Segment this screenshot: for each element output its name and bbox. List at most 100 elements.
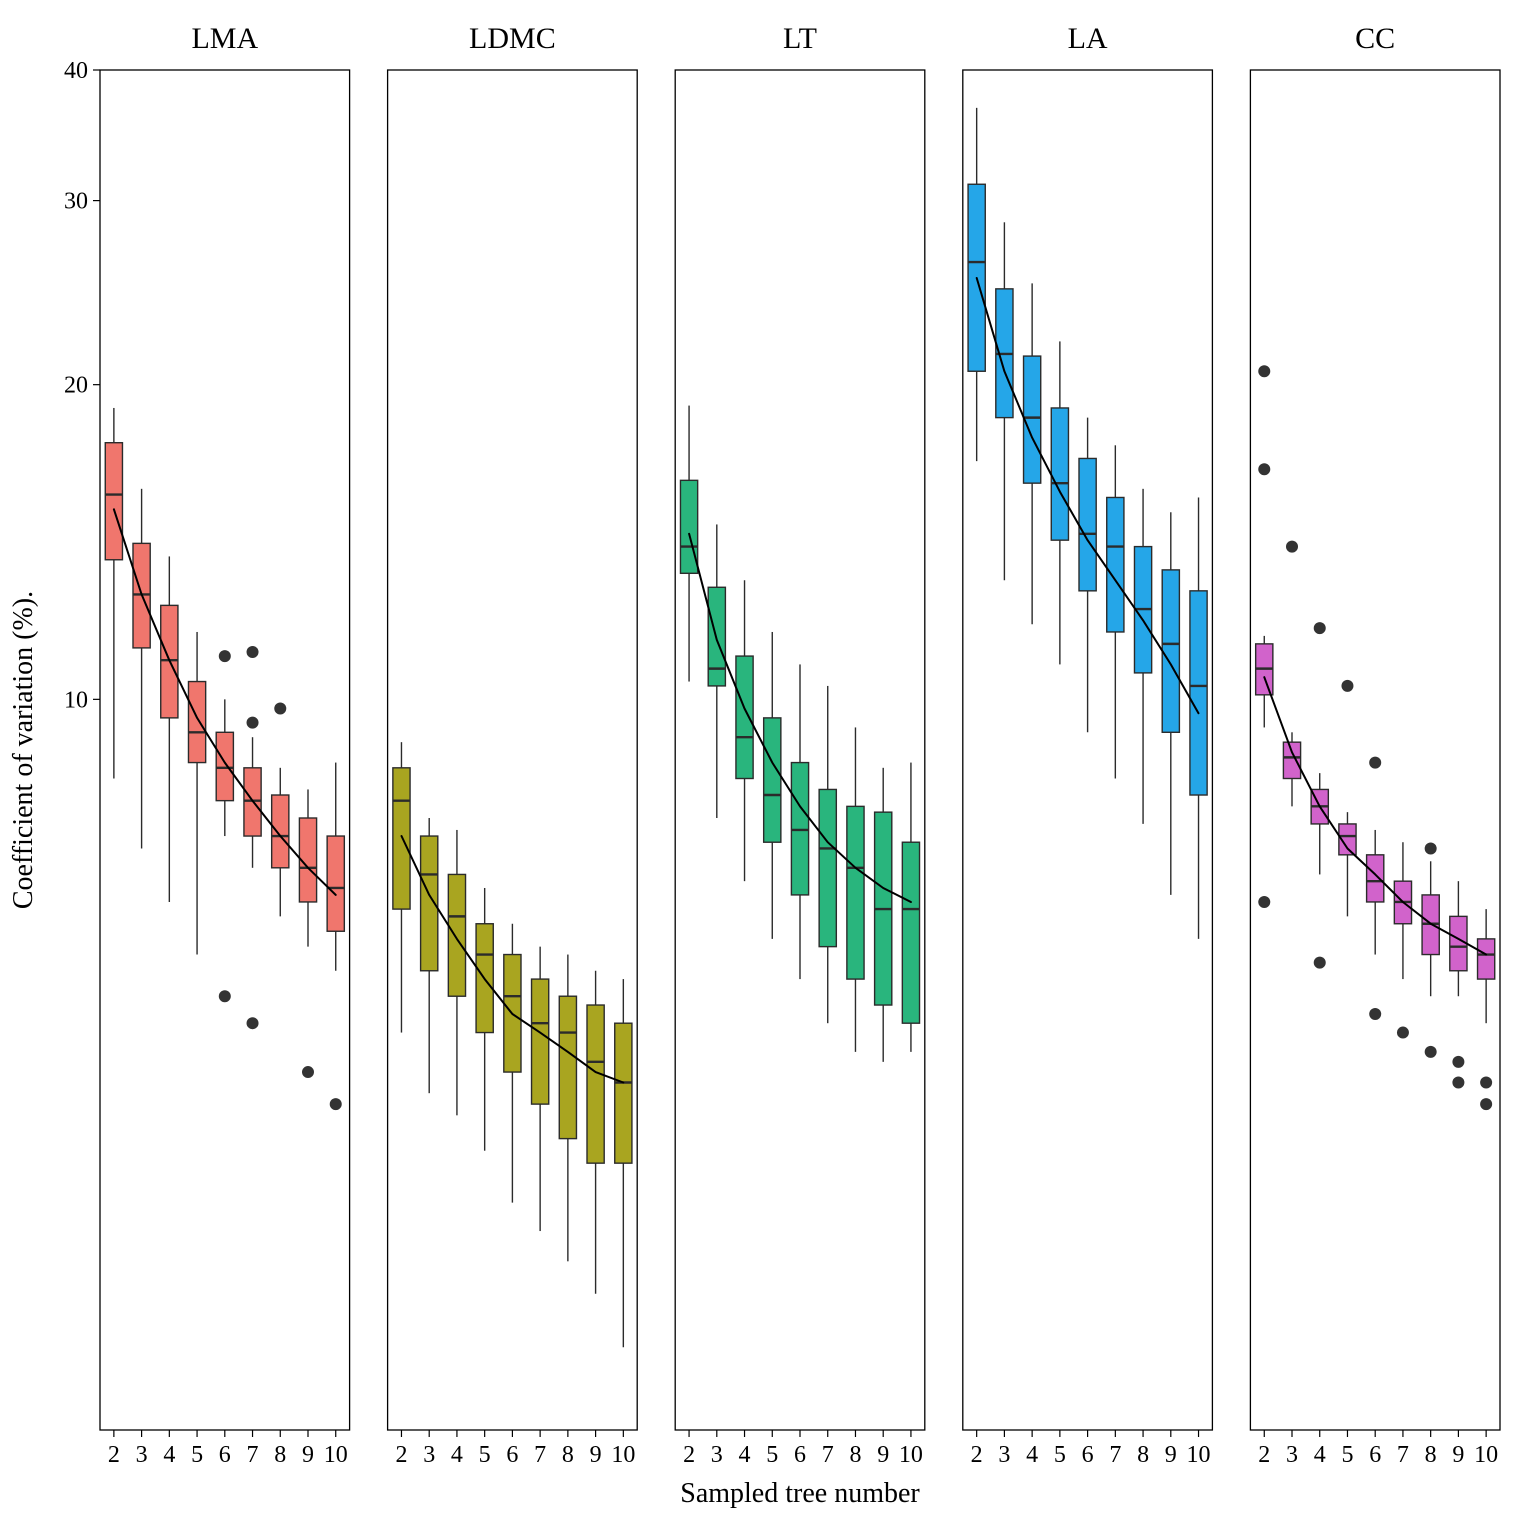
facet-LDMC: LDMC2345678910 (388, 22, 638, 1468)
x-tick-label: 7 (1397, 1442, 1409, 1468)
x-tick-label: 4 (1026, 1442, 1038, 1468)
facet-title: LT (783, 22, 817, 55)
box (1478, 939, 1495, 979)
facet-title: LDMC (469, 22, 556, 55)
x-tick-label: 2 (971, 1442, 983, 1468)
x-tick-label: 6 (794, 1442, 806, 1468)
x-tick-label: 3 (998, 1442, 1010, 1468)
facet-LMA: LMA102030402345678910 (64, 22, 350, 1468)
facet-title: LMA (191, 22, 258, 55)
box (327, 836, 344, 931)
outlier-point (219, 990, 231, 1002)
x-tick-label: 2 (395, 1442, 407, 1468)
facet-title: LA (1068, 22, 1108, 55)
x-tick-label: 10 (1187, 1442, 1211, 1468)
outlier-point (1341, 680, 1353, 692)
x-tick-label: 7 (822, 1442, 834, 1468)
box (819, 789, 836, 946)
outlier-point (247, 646, 259, 658)
facet-LT: LT2345678910 (675, 22, 925, 1468)
y-tick-label: 20 (64, 373, 88, 399)
outlier-point (1314, 957, 1326, 969)
x-tick-label: 5 (1341, 1442, 1353, 1468)
box (188, 682, 205, 763)
outlier-point (1314, 622, 1326, 634)
box (902, 842, 919, 1023)
y-axis-label: Coefficient of variation (%). (8, 591, 39, 909)
x-tick-label: 9 (1452, 1442, 1464, 1468)
x-tick-label: 10 (611, 1442, 635, 1468)
x-tick-label: 3 (423, 1442, 435, 1468)
outlier-point (1258, 365, 1270, 377)
x-axis-label: Sampled tree number (680, 1478, 920, 1509)
x-tick-label: 2 (683, 1442, 695, 1468)
box (1162, 570, 1179, 732)
x-tick-label: 4 (739, 1442, 751, 1468)
x-tick-label: 8 (562, 1442, 574, 1468)
x-tick-label: 7 (1109, 1442, 1121, 1468)
x-tick-label: 9 (590, 1442, 602, 1468)
outlier-point (1452, 1056, 1464, 1068)
x-tick-label: 8 (1425, 1442, 1437, 1468)
box (587, 1005, 604, 1163)
y-tick-label: 40 (64, 58, 88, 84)
box (1190, 591, 1207, 795)
outlier-point (1452, 1076, 1464, 1088)
outlier-point (1480, 1076, 1492, 1088)
facet-CC: CC2345678910 (1250, 22, 1500, 1468)
x-tick-label: 3 (136, 1442, 148, 1468)
facet-title: CC (1355, 22, 1395, 55)
x-tick-label: 5 (479, 1442, 491, 1468)
x-tick-label: 8 (274, 1442, 286, 1468)
outlier-point (247, 1017, 259, 1029)
box (532, 979, 549, 1104)
x-tick-label: 7 (534, 1442, 546, 1468)
box (1079, 458, 1096, 590)
outlier-point (1258, 896, 1270, 908)
x-tick-label: 4 (1314, 1442, 1326, 1468)
box (448, 874, 465, 996)
outlier-point (1369, 757, 1381, 769)
x-tick-label: 9 (1165, 1442, 1177, 1468)
panel-border (388, 70, 638, 1430)
x-tick-label: 3 (711, 1442, 723, 1468)
box (1367, 855, 1384, 902)
chart-svg: Coefficient of variation (%). Sampled tre… (0, 0, 1536, 1536)
outlier-point (247, 717, 259, 729)
x-tick-label: 2 (108, 1442, 120, 1468)
outlier-point (1425, 1046, 1437, 1058)
outlier-point (1369, 1008, 1381, 1020)
panel-border (963, 70, 1213, 1430)
box (615, 1023, 632, 1163)
x-tick-label: 8 (849, 1442, 861, 1468)
faceted-boxplot-chart: Coefficient of variation (%). Sampled tre… (0, 0, 1536, 1536)
outlier-point (1397, 1027, 1409, 1039)
y-tick-label: 10 (64, 687, 88, 713)
box (559, 996, 576, 1138)
x-tick-label: 7 (247, 1442, 259, 1468)
box (1051, 408, 1068, 540)
box (272, 795, 289, 868)
facet-LA: LA2345678910 (963, 22, 1213, 1468)
x-tick-label: 5 (191, 1442, 203, 1468)
box (764, 718, 781, 842)
box (1283, 742, 1300, 778)
x-tick-label: 6 (506, 1442, 518, 1468)
box (847, 806, 864, 979)
x-tick-label: 6 (219, 1442, 231, 1468)
outlier-point (1258, 463, 1270, 475)
x-tick-label: 5 (1054, 1442, 1066, 1468)
box (1024, 356, 1041, 483)
x-tick-label: 2 (1258, 1442, 1270, 1468)
outlier-point (274, 703, 286, 715)
x-tick-label: 10 (899, 1442, 923, 1468)
outlier-point (1425, 842, 1437, 854)
x-tick-label: 6 (1369, 1442, 1381, 1468)
outlier-point (1286, 541, 1298, 553)
box (216, 732, 233, 800)
x-tick-label: 9 (302, 1442, 314, 1468)
x-tick-label: 4 (163, 1442, 175, 1468)
box (736, 656, 753, 778)
outlier-point (1480, 1098, 1492, 1110)
x-tick-label: 8 (1137, 1442, 1149, 1468)
